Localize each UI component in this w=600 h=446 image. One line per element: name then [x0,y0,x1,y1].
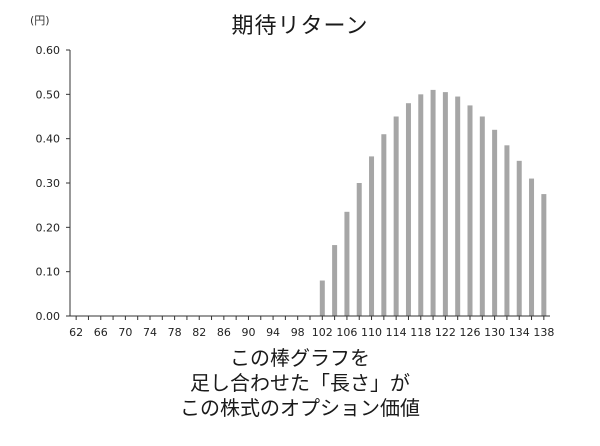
chart-title: 期待リターン [231,14,369,39]
caption-line-1: この棒グラフを [230,346,370,370]
x-tick-label: 134 [509,326,530,339]
x-tick-label: 74 [143,326,157,339]
caption-line-3: この株式のオプション価値 [180,396,420,420]
bar-130 [492,129,498,316]
x-axis-ticks: 62 66 70 74 78 82 86 90 94 98 102 106 110 114 118 122 12… [69,316,554,339]
bar-108 [356,183,362,316]
y-axis-unit-label: (円) [30,14,50,27]
bar-series [319,89,547,317]
x-tick-label: 78 [168,326,182,339]
bar-116 [405,103,411,316]
x-tick-label: 66 [94,326,108,339]
x-tick-label: 90 [241,326,255,339]
bar-122 [442,92,448,316]
bar-128 [479,116,485,316]
bar-138 [541,194,547,316]
bar-104 [332,245,338,316]
x-tick-label: 138 [533,326,554,339]
x-tick-label: 98 [291,326,305,339]
bar-102 [319,280,325,316]
x-tick-label: 114 [386,326,407,339]
x-tick-label: 126 [460,326,481,339]
x-tick-label: 62 [69,326,83,339]
x-tick-label: 70 [118,326,132,339]
bar-110 [369,156,375,316]
x-tick-label: 118 [410,326,431,339]
y-tick-label: 0.20 [36,221,61,234]
bar-chart: 0.00 0.10 0.20 0.30 0.40 0.50 0.60 62 66 70 74 78 8… [36,44,555,339]
x-tick-label: 110 [361,326,382,339]
y-tick-label: 0.00 [36,310,61,323]
y-tick-label: 0.30 [36,177,61,190]
bar-106 [344,211,350,316]
y-axis-ticks: 0.00 0.10 0.20 0.30 0.40 0.50 0.60 [36,44,70,323]
chart-caption: この棒グラフを 足し合わせた「長さ」が この株式のオプション価値 [0,346,600,421]
bar-126 [467,105,473,317]
bar-134 [516,160,522,316]
bar-118 [418,94,424,316]
x-tick-label: 82 [192,326,206,339]
bar-136 [529,178,535,316]
x-tick-label: 106 [336,326,357,339]
x-tick-label: 122 [435,326,456,339]
x-tick-label: 130 [484,326,505,339]
y-tick-label: 0.50 [36,88,61,101]
bar-124 [455,96,461,316]
y-tick-label: 0.40 [36,133,61,146]
x-tick-label: 94 [266,326,280,339]
y-tick-label: 0.60 [36,44,61,57]
caption-line-2: 足し合わせた「長さ」が [190,371,410,395]
bar-120 [430,89,436,317]
bar-132 [504,145,510,316]
x-tick-label: 86 [217,326,231,339]
x-tick-label: 102 [312,326,333,339]
bar-112 [381,134,387,316]
bar-114 [393,116,399,316]
y-tick-label: 0.10 [36,266,61,279]
